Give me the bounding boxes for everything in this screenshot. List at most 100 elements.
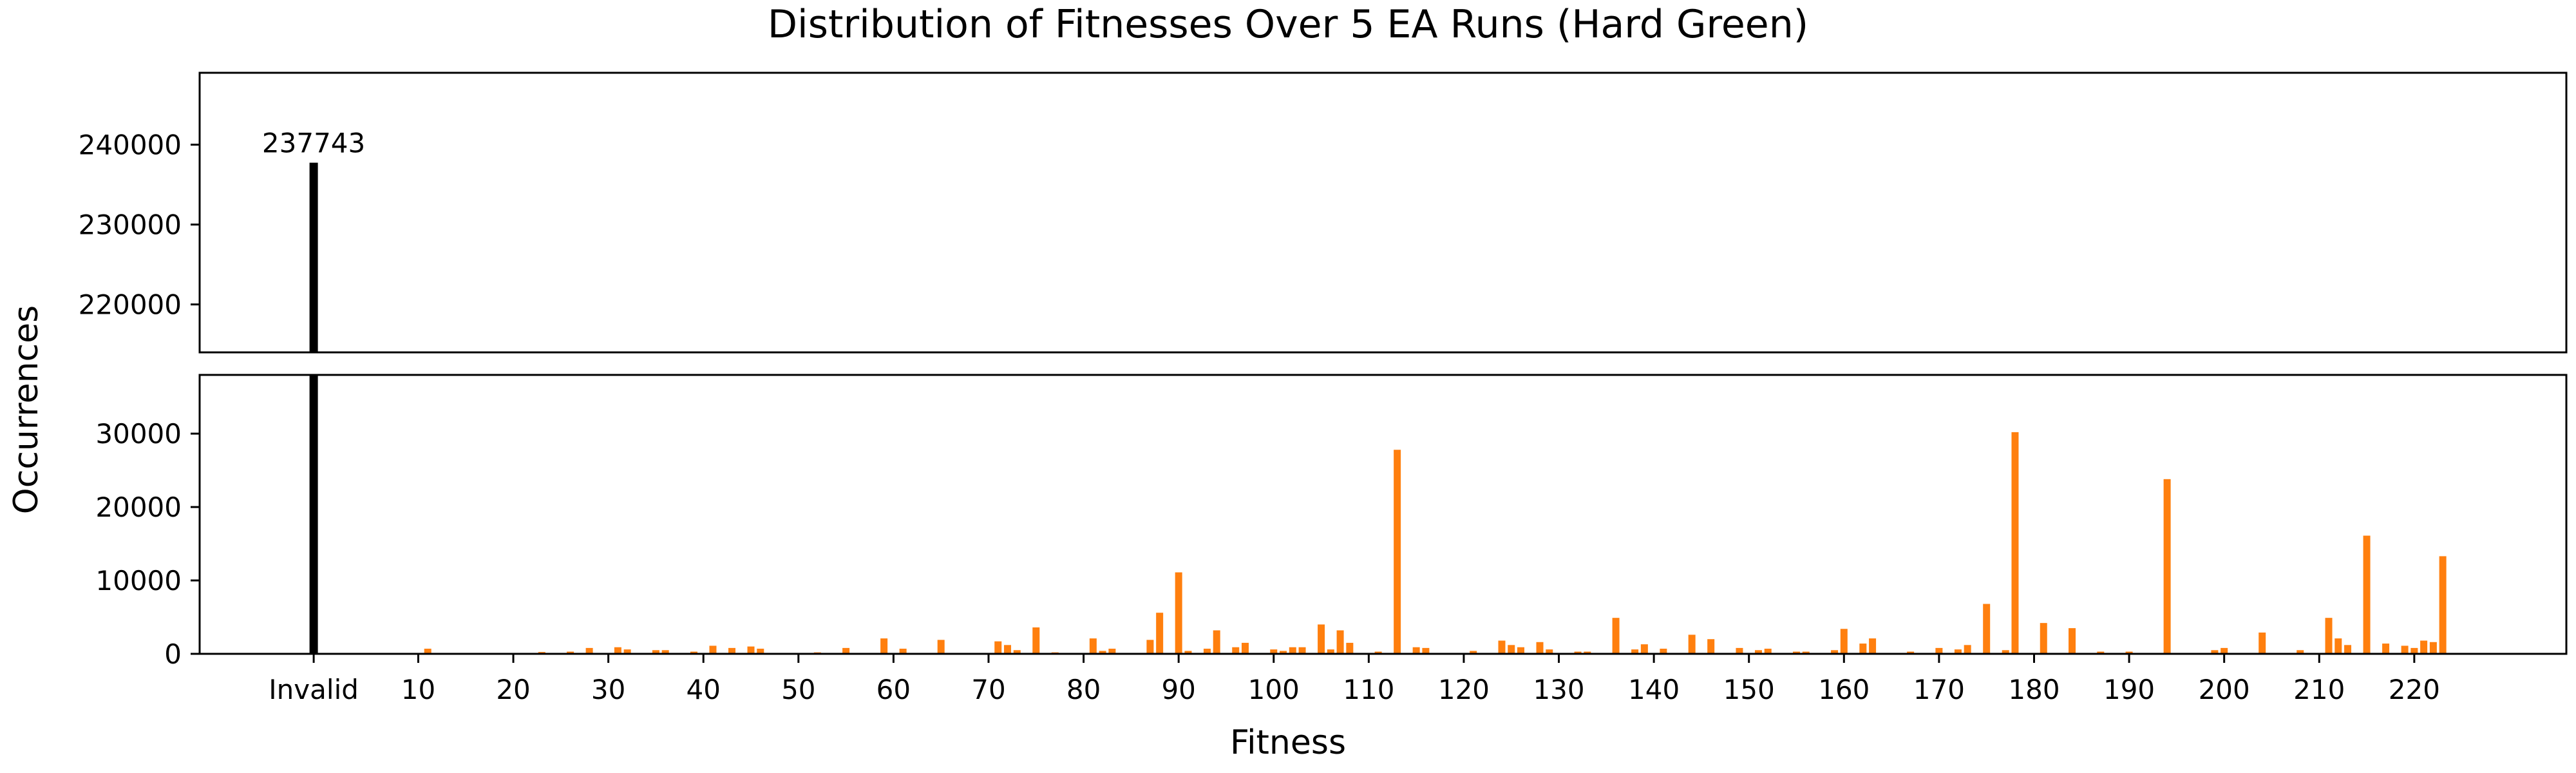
bar-fitness-71 [994,641,1002,654]
bar-fitness-178 [2011,432,2019,654]
bar-fitness-72 [1004,645,1012,654]
bar-fitness-45 [747,646,755,654]
y-tick-label-top: 230000 [79,209,182,241]
x-tick-label: 40 [687,674,721,705]
bars-bottom [309,375,2447,654]
bar-fitness-212 [2334,638,2342,654]
x-tick-label: 10 [401,674,435,705]
y-tick-label-top: 240000 [79,129,182,161]
bar-fitness-162 [1859,644,1867,654]
bar-fitness-208 [2297,650,2304,654]
x-tick-label: 220 [2389,674,2440,705]
bar-fitness-133 [1584,651,1591,654]
bar-fitness-175 [1983,604,1991,654]
bar-fitness-132 [1574,651,1582,654]
bar-fitness-128 [1536,642,1544,654]
bar-fitness-152 [1764,649,1772,654]
x-tick-label: 190 [2103,674,2155,705]
bar-fitness-65 [937,640,945,654]
bar-fitness-163 [1869,638,1877,654]
bar-fitness-97 [1241,642,1249,654]
bar-fitness-101 [1280,651,1287,654]
bar-fitness-222 [2429,642,2437,654]
bar-fitness-106 [1327,649,1334,654]
bar-fitness-113 [1394,450,1401,654]
bar-fitness-93 [1203,649,1211,654]
y-tick-label-bottom: 0 [164,638,182,670]
bar-fitness-102 [1289,647,1296,654]
bar-fitness-200 [2221,647,2228,654]
bar-invalid [309,162,318,352]
bar-fitness-156 [1802,651,1810,654]
bar-fitness-91 [1184,651,1192,654]
bar-fitness-125 [1508,645,1515,654]
bar-invalid [309,375,318,654]
bar-fitness-139 [1640,644,1648,654]
bar-fitness-94 [1213,630,1220,654]
bar-fitness-215 [2363,535,2371,654]
chart-title: Distribution of Fitnesses Over 5 EA Runs… [768,2,1808,47]
bar-fitness-217 [2382,644,2390,654]
x-tick-label: 30 [591,674,625,705]
x-tick-label: 210 [2293,674,2345,705]
x-tick-label: 180 [2008,674,2060,705]
bar-fitness-211 [2325,618,2333,654]
bar-fitness-190 [2125,651,2133,654]
x-tick-label: 160 [1818,674,1870,705]
y-axis-label: Occurrences [7,305,46,514]
bar-fitness-90 [1175,572,1182,654]
bar-fitness-11 [424,649,431,654]
x-tick-label: 70 [971,674,1005,705]
bar-fitness-219 [2401,645,2409,654]
bar-fitness-144 [1688,635,1696,654]
invalid-value-label: 237743 [262,128,365,159]
bar-fitness-199 [2211,650,2219,654]
bar-fitness-187 [2097,651,2105,654]
x-tick-label: 170 [1913,674,1965,705]
x-tick-label: 110 [1343,674,1394,705]
bar-fitness-96 [1232,647,1240,654]
bars-top [309,162,318,352]
x-tick-label: 100 [1248,674,1300,705]
x-tick-label: 120 [1438,674,1490,705]
bar-fitness-141 [1660,649,1667,654]
x-tick-label: Invalid [269,674,359,705]
y-tick-label-bottom: 10000 [95,565,182,596]
bar-fitness-124 [1498,640,1506,654]
bar-fitness-87 [1146,640,1154,654]
bar-fitness-105 [1318,624,1325,654]
y-tick-label-bottom: 30000 [95,418,182,450]
bar-fitness-126 [1517,647,1525,654]
bar-fitness-151 [1754,650,1762,654]
bar-fitness-173 [1964,645,1971,654]
bar-fitness-31 [614,647,621,654]
x-tick-label: 140 [1628,674,1680,705]
bar-fitness-83 [1108,649,1116,654]
y-tick-label-top: 220000 [79,289,182,321]
bar-fitness-61 [899,649,907,654]
bar-fitness-59 [880,638,888,654]
bar-fitness-213 [2344,645,2352,654]
bar-fitness-81 [1089,638,1097,654]
x-tick-label: 150 [1723,674,1775,705]
bar-fitness-167 [1907,651,1915,654]
bar-fitness-138 [1631,649,1639,654]
bar-fitness-43 [728,647,736,654]
bar-fitness-149 [1736,647,1743,654]
bar-fitness-184 [2069,628,2076,654]
bar-fitness-116 [1422,647,1430,654]
bar-fitness-36 [661,650,669,654]
bar-fitness-73 [1013,650,1021,654]
x-tick-label: 130 [1533,674,1584,705]
bar-fitness-220 [2410,647,2418,654]
bar-fitness-160 [1840,629,1848,654]
bar-fitness-100 [1270,649,1278,654]
bar-fitness-46 [757,649,764,654]
bar-fitness-223 [2439,556,2447,654]
bar-fitness-26 [567,651,574,654]
bar-fitness-88 [1156,613,1164,654]
bar-fitness-159 [1831,650,1839,654]
x-tick-label: 80 [1066,674,1101,705]
x-tick-label: 50 [781,674,815,705]
